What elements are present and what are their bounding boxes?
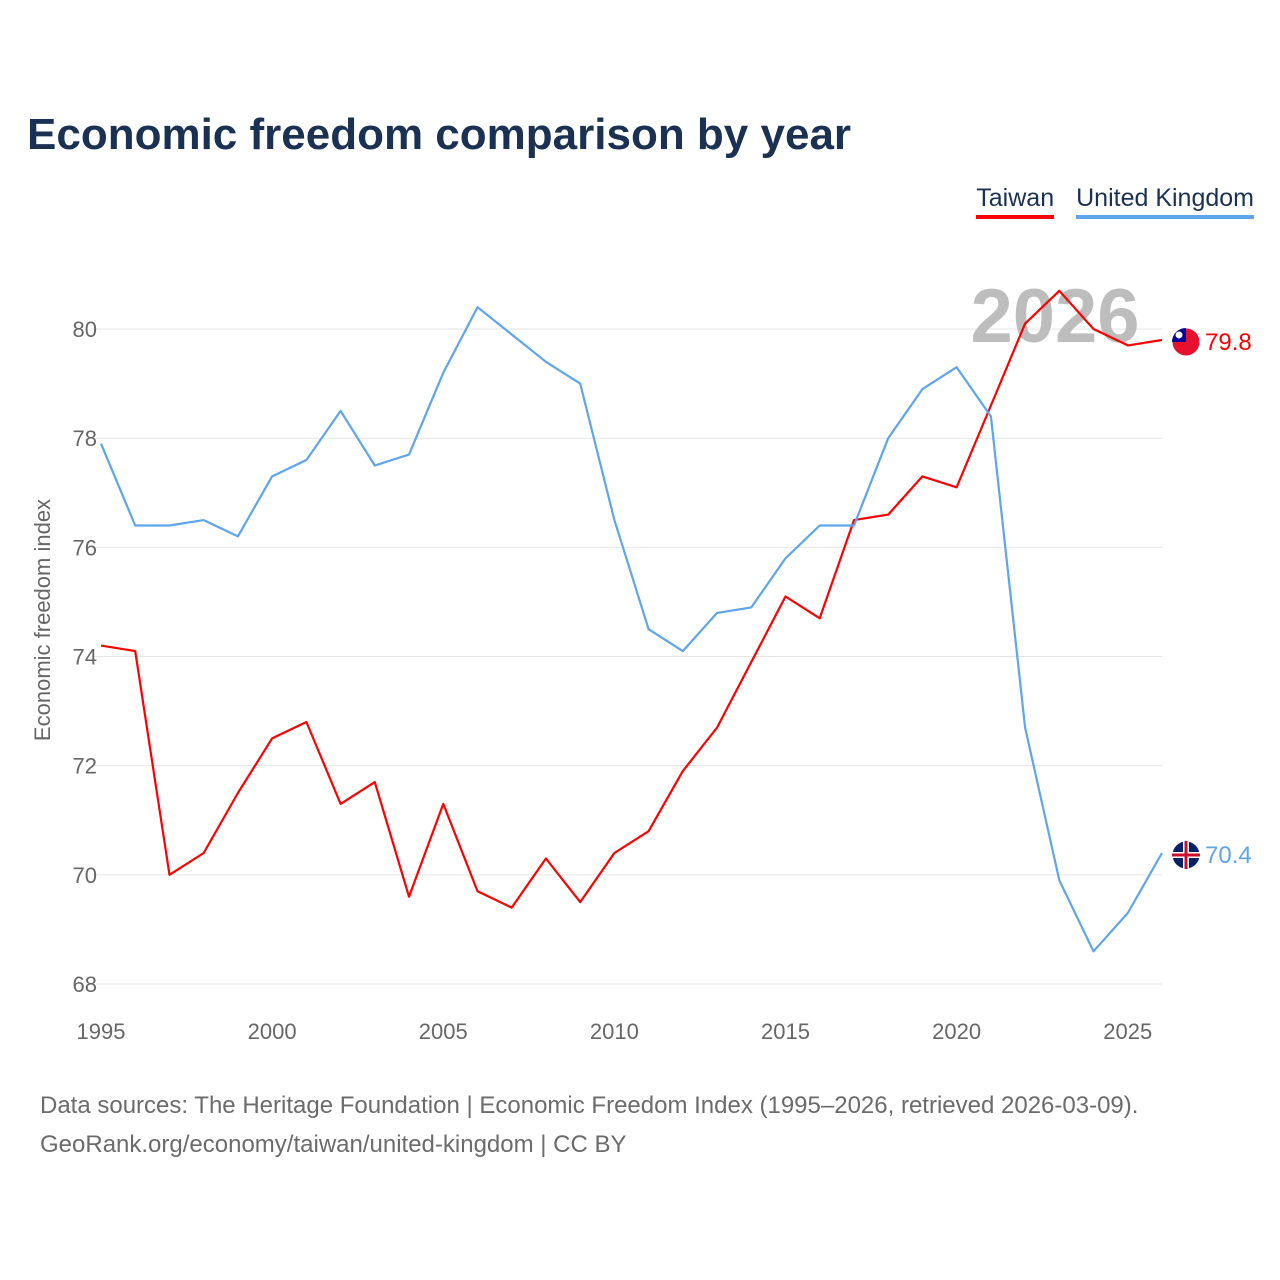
y-axis-label: Economic freedom index	[30, 499, 55, 741]
data-source-text: Data sources: The Heritage Foundation | …	[40, 1092, 1139, 1119]
y-tick-label: 76	[73, 535, 97, 560]
series-line-united-kingdom	[99, 306, 1163, 953]
y-tick-label: 68	[73, 972, 97, 997]
x-tick-label: 2015	[761, 1019, 810, 1044]
y-tick-label: 72	[73, 754, 97, 779]
end-value-label: 70.4	[1205, 842, 1252, 869]
series-line-taiwan	[100, 289, 1163, 909]
legend-item-taiwan[interactable]: Taiwan	[976, 184, 1055, 219]
source-link[interactable]: GeoRank.org/economy/taiwan/united-kingdo…	[40, 1131, 627, 1158]
chart-title: Economic freedom comparison by year	[27, 110, 852, 159]
y-tick-label: 74	[73, 645, 97, 670]
x-tick-label: 1995	[77, 1019, 126, 1044]
x-tick-label: 2000	[248, 1019, 297, 1044]
year-watermark: 2026	[970, 274, 1139, 359]
legend-item-united-kingdom[interactable]: United Kingdom	[1076, 184, 1254, 219]
x-tick-label: 2025	[1103, 1019, 1152, 1044]
x-tick-label: 2020	[932, 1019, 981, 1044]
footer: Data sources: The Heritage Foundation | …	[40, 1086, 1138, 1164]
taiwan-flag-sun	[1175, 331, 1183, 339]
y-tick-label: 78	[73, 426, 97, 451]
y-tick-label: 80	[73, 317, 97, 342]
x-tick-label: 2005	[419, 1019, 468, 1044]
x-tick-label: 2010	[590, 1019, 639, 1044]
end-value-label: 79.8	[1205, 329, 1252, 356]
y-tick-label: 70	[73, 863, 97, 888]
legend: Taiwan United Kingdom	[976, 184, 1254, 219]
